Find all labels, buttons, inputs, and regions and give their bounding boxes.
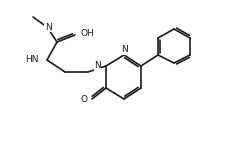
Text: N: N [121, 46, 127, 54]
Text: N: N [45, 22, 51, 32]
Text: OH: OH [80, 30, 94, 38]
Text: N: N [94, 61, 101, 71]
Text: O: O [80, 94, 87, 104]
Text: HN: HN [26, 55, 39, 65]
